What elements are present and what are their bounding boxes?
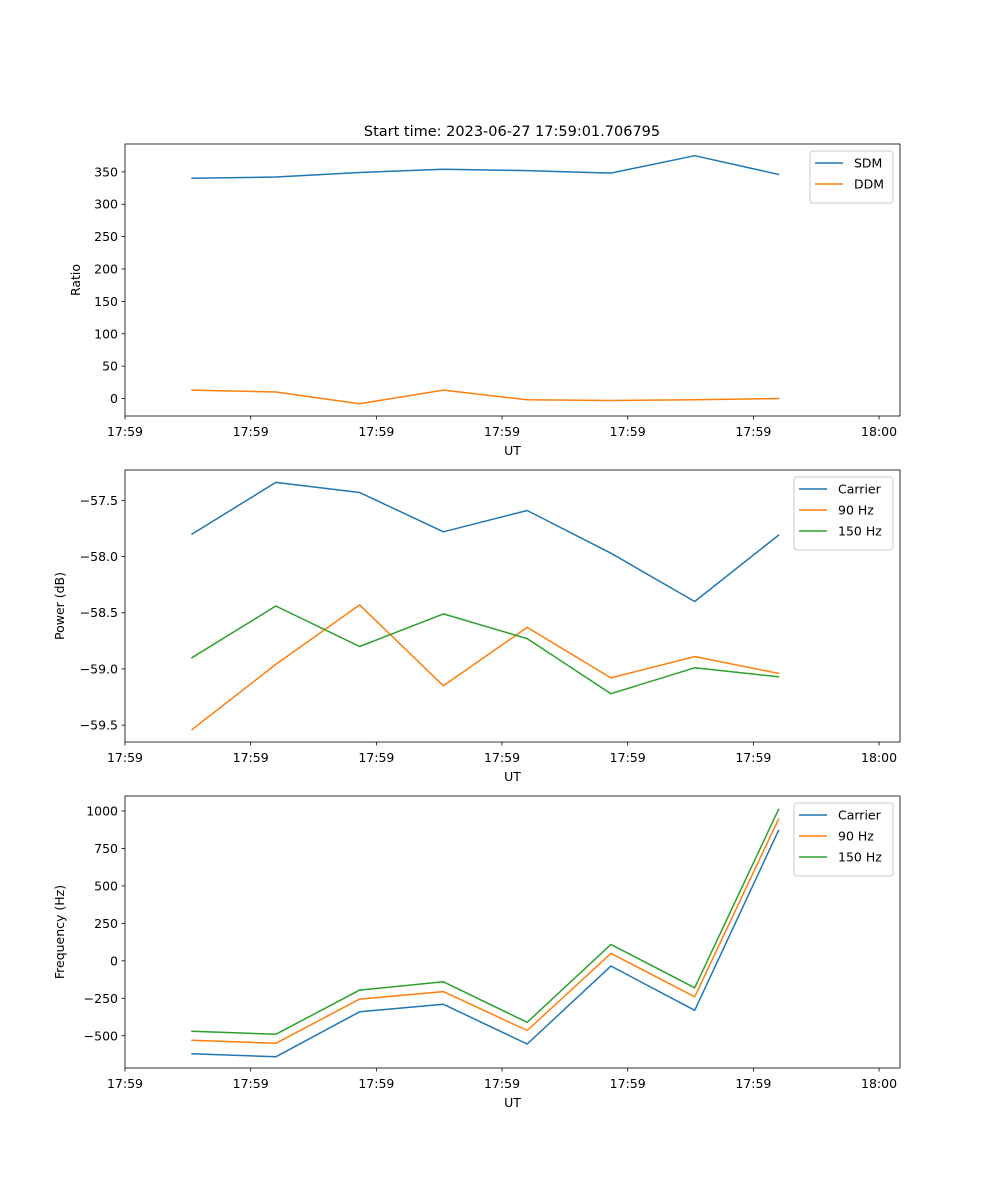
x-axis-label: UT [504,443,521,458]
legend-label: DDM [854,177,884,192]
y-tick-label: −59.0 [80,661,118,676]
legend-label: 90 Hz [838,829,874,844]
x-tick-label: 17:59 [484,750,520,765]
series-line-150-hz [191,808,780,1036]
axes-frame [124,143,901,417]
axes-frame [124,795,901,1069]
x-tick-label: 17:59 [358,424,394,439]
x-axis-label: UT [504,769,521,784]
y-tick-label: 300 [94,197,118,212]
y-tick-label: −57.5 [80,493,118,508]
x-tick-label: 18:00 [861,750,897,765]
x-tick-label: 17:59 [107,750,143,765]
x-axis-label: UT [504,1095,521,1110]
x-tick-label: 17:59 [358,750,394,765]
y-tick-label: 0 [110,953,118,968]
x-tick-label: 17:59 [107,424,143,439]
figure-title: Start time: 2023-06-27 17:59:01.706795 [364,124,660,140]
x-tick-label: 17:59 [107,1076,143,1091]
y-tick-label: 500 [94,878,118,893]
legend: SDM DDM [809,150,894,204]
x-tick-label: 17:59 [484,424,520,439]
y-tick-label: 1000 [86,803,118,818]
x-tick-label: 18:00 [861,424,897,439]
legend: Carrier 90 Hz 150 Hz [793,476,894,551]
legend-label: 150 Hz [838,524,882,539]
y-axis-label: Frequency (Hz) [52,885,67,979]
subplot-1: 0 50 100 150 200 250 300 350 17:59 17:59 17:59 17:5… [68,143,901,458]
subplots-container: 0 50 100 150 200 250 300 350 17:59 17:59 17:59 17:5… [52,143,901,1110]
y-tick-label: 250 [94,229,118,244]
y-tick-label: 50 [102,359,118,374]
y-tick-label: 150 [94,294,118,309]
y-tick-label: −58.0 [80,549,118,564]
legend-label: 90 Hz [838,503,874,518]
x-tick-label: 17:59 [233,424,269,439]
x-tick-label: 17:59 [610,424,646,439]
legend-label: Carrier [838,482,882,497]
legend-label: Carrier [838,808,882,823]
series-line-carrier [191,829,780,1058]
legend-label: 150 Hz [838,850,882,865]
legend-label: SDM [854,156,882,171]
series-line-150-hz [190,605,780,695]
legend-frame [809,150,894,204]
y-axis-label: Ratio [68,264,83,296]
x-tick-label: 17:59 [735,1076,771,1091]
subplot-2: −59.5 −59.0 −58.5 −58.0 −57.5 17:59 17:59 17:59… [52,469,901,784]
x-tick-label: 17:59 [233,750,269,765]
x-tick-label: 17:59 [484,1076,520,1091]
x-tick-label: 18:00 [861,1076,897,1091]
y-axis-label: Power (dB) [52,572,67,640]
axes-frame [124,469,901,743]
series-line-carrier [190,481,780,603]
series-line-90-hz [190,604,780,731]
subplot-3: −500 −250 0 250 500 750 1000 17:59 17:59 17:59 17:… [52,795,901,1110]
y-tick-label: −250 [84,991,118,1006]
y-tick-label: 750 [94,841,118,856]
y-tick-label: −59.5 [80,718,118,733]
y-tick-label: −500 [84,1028,118,1043]
y-tick-label: 100 [94,326,118,341]
x-tick-label: 17:59 [610,750,646,765]
x-tick-label: 17:59 [735,424,771,439]
x-tick-label: 17:59 [233,1076,269,1091]
series-line-ddm [191,389,780,405]
series-line-sdm [191,154,780,180]
y-tick-label: 0 [110,391,118,406]
x-tick-label: 17:59 [735,750,771,765]
y-tick-label: 350 [94,164,118,179]
y-tick-label: 200 [94,261,118,276]
x-tick-label: 17:59 [358,1076,394,1091]
x-tick-label: 17:59 [610,1076,646,1091]
series-line-90-hz [191,818,780,1045]
y-tick-label: 250 [94,916,118,931]
legend: Carrier 90 Hz 150 Hz [793,802,894,877]
y-tick-label: −58.5 [80,605,118,620]
